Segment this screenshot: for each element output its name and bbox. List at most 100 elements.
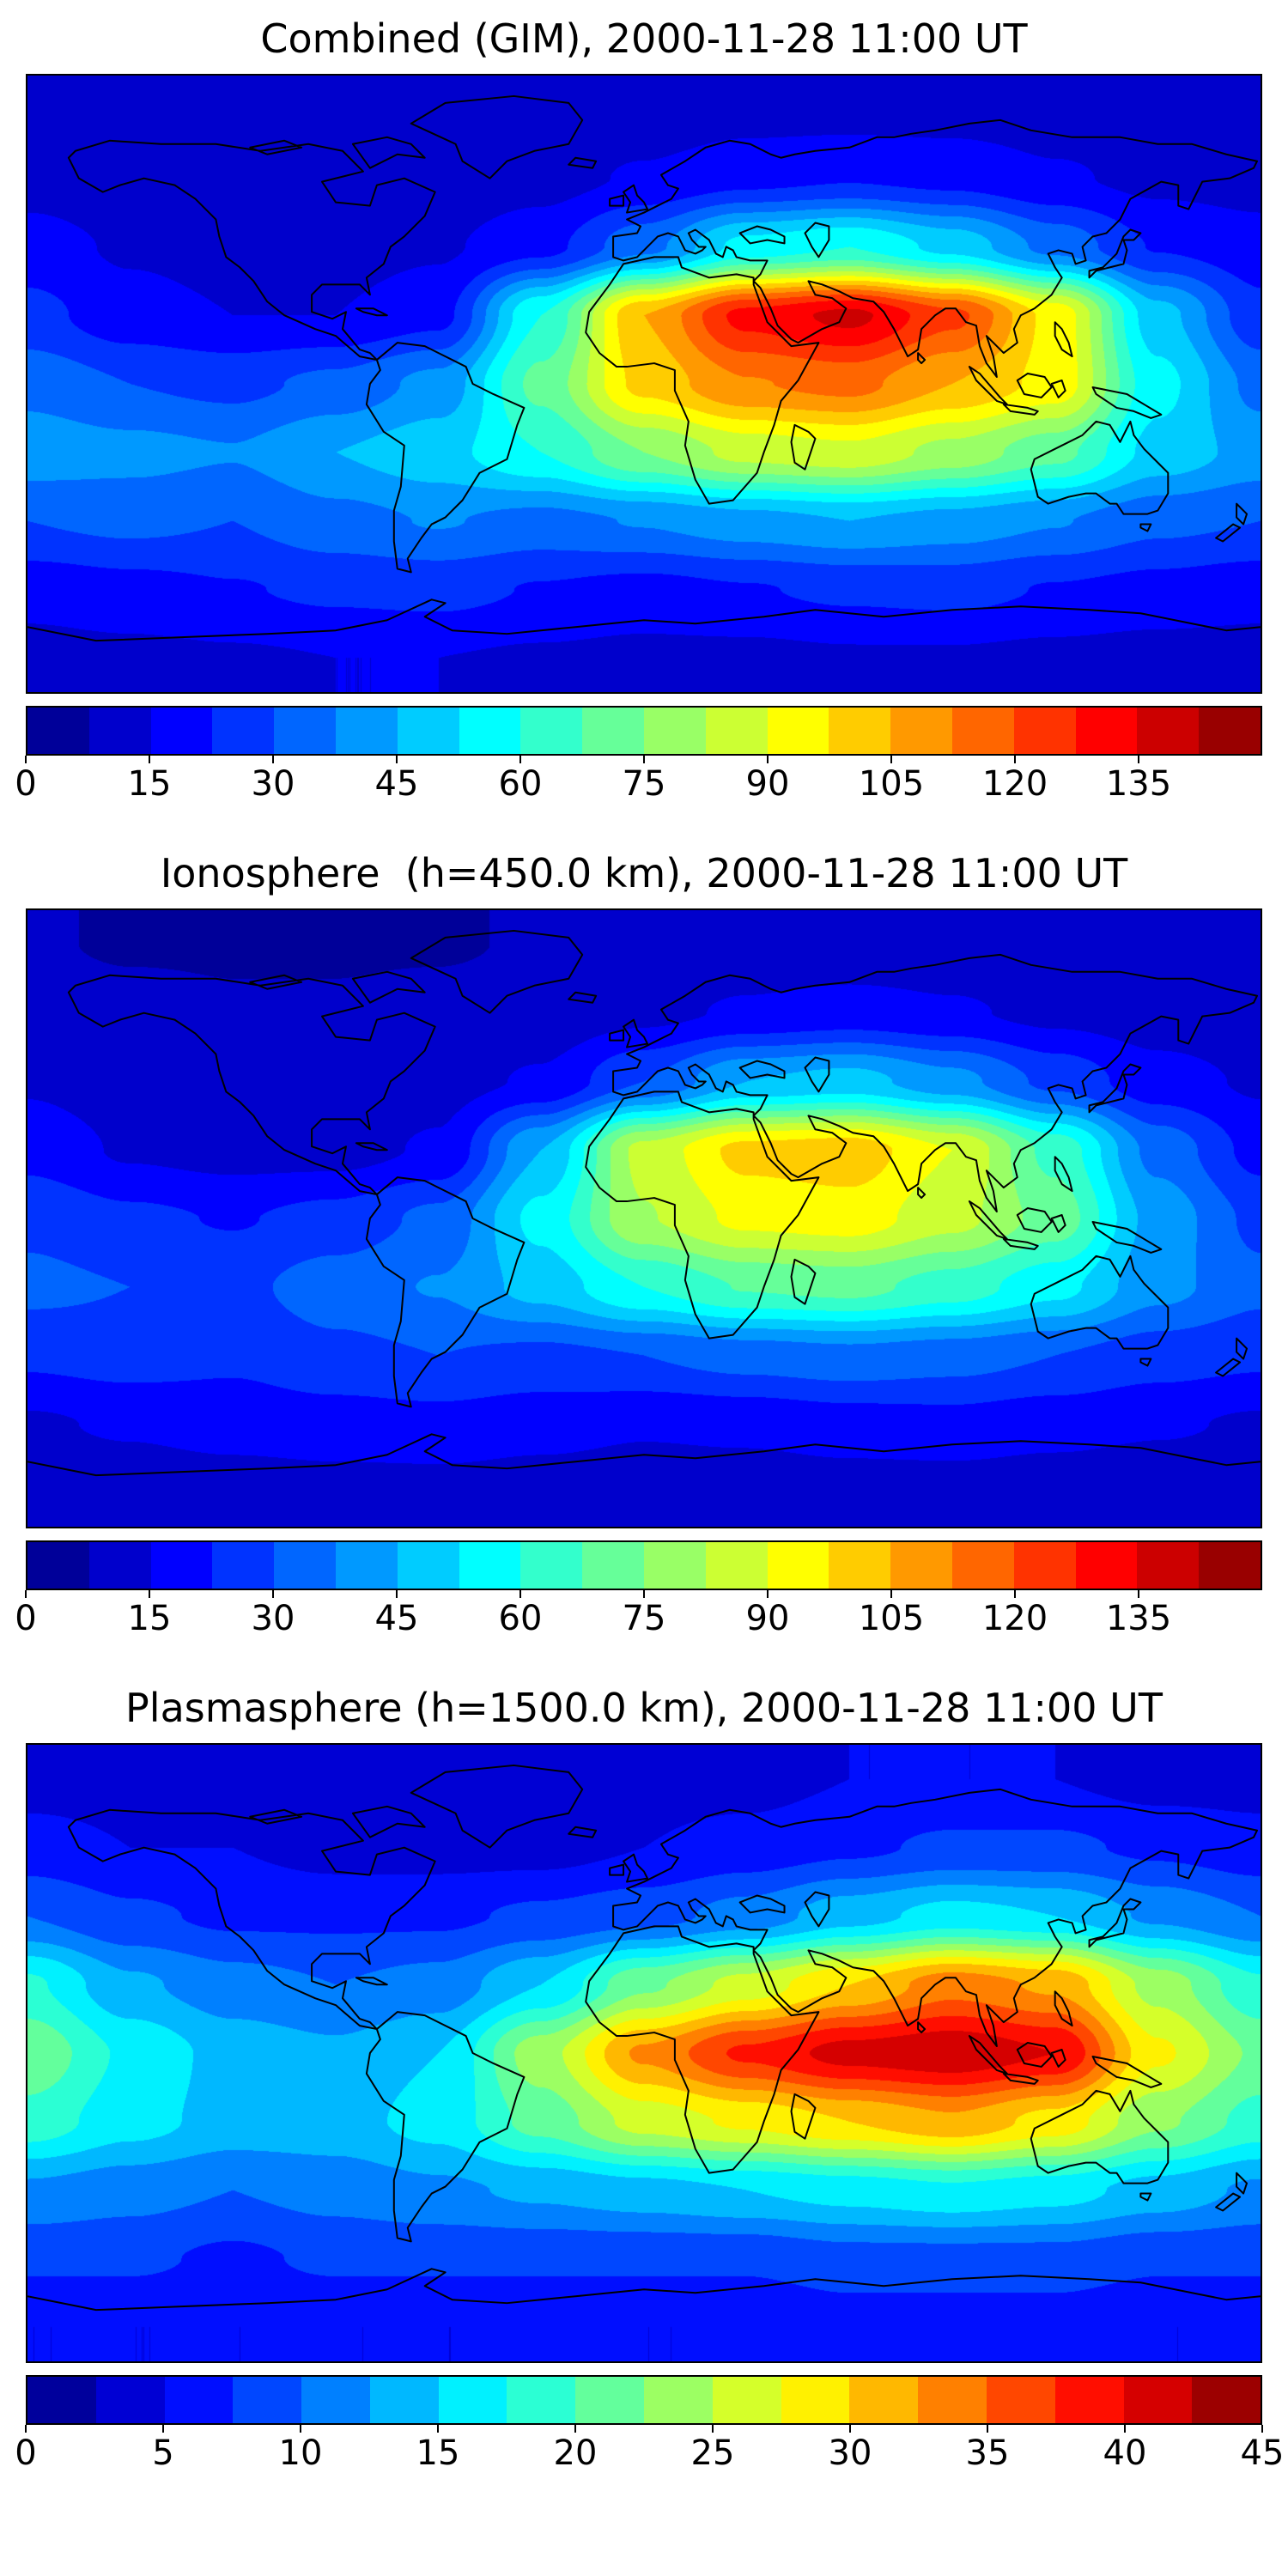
- colorbar-wrap-ionosphere: 0 15 30 45 60 75 90 105 120 135: [15, 1540, 1262, 1642]
- colorbar-segment: [95, 2377, 165, 2423]
- coastline-path: [27, 1765, 1261, 2310]
- colorbar-segment: [459, 708, 521, 754]
- colorbar-tick-label: 120: [981, 764, 1048, 804]
- map-plasmasphere: [26, 1743, 1262, 2363]
- colorbar-tick-mark: [25, 1590, 27, 1598]
- colorbar-tick-mark: [1014, 1590, 1016, 1598]
- colorbar-segment: [582, 1542, 644, 1589]
- colorbar-segment: [890, 1542, 952, 1589]
- colorbar-segment: [1075, 708, 1138, 754]
- colorbar-tick-label: 35: [965, 2433, 1010, 2473]
- colorbar-segment: [212, 1542, 275, 1589]
- colorbar-segment: [27, 1542, 89, 1589]
- colorbar-segment: [986, 2377, 1055, 2423]
- colorbar-combined: [26, 706, 1262, 756]
- map-ionosphere: [26, 908, 1262, 1528]
- colorbar-tick-label: 20: [553, 2433, 598, 2473]
- colorbar-segment: [27, 708, 89, 754]
- colorbar-tick-mark: [849, 2425, 851, 2433]
- colorbar-tick-label: 135: [1105, 1599, 1172, 1638]
- colorbar-tick-label: 90: [745, 1599, 790, 1638]
- colorbar-segment: [459, 1542, 521, 1589]
- colorbar-segment: [150, 1542, 213, 1589]
- tec-heatmap-canvas-ionosphere: [27, 910, 1261, 1527]
- colorbar-tick-label: 15: [416, 2433, 460, 2473]
- colorbar-tick-mark: [1261, 2425, 1263, 2433]
- colorbar-tick-label: 90: [745, 764, 790, 804]
- colorbar-tick-mark: [272, 1590, 274, 1598]
- colorbar-tick-mark: [1138, 1590, 1139, 1598]
- colorbar-segment: [301, 2377, 370, 2423]
- colorbar-tick-label: 45: [1240, 2433, 1285, 2473]
- colorbar-tick-mark: [987, 2425, 988, 2433]
- colorbar-segment: [335, 708, 398, 754]
- panel-combined-gim: Combined (GIM), 2000-11-28 11:00 UT 0 15 3…: [15, 15, 1262, 807]
- panel-title-plasmasphere: Plasmasphere (h=1500.0 km), 2000-11-28 1…: [125, 1685, 1163, 1731]
- colorbar-segment: [644, 2377, 713, 2423]
- colorbar-segment: [1137, 708, 1200, 754]
- colorbar-tick-mark: [519, 1590, 521, 1598]
- colorbar-segment: [1192, 2377, 1261, 2423]
- colorbar-tick-mark: [890, 1590, 892, 1598]
- colorbar-segment: [1054, 2377, 1124, 2423]
- colorbar-tick-mark: [149, 1590, 150, 1598]
- colorbar-tick-label: 105: [858, 764, 925, 804]
- colorbar-tick-mark: [643, 756, 645, 763]
- colorbar-plasmasphere: [26, 2375, 1262, 2425]
- colorbar-tick-label: 30: [251, 1599, 295, 1638]
- coastlines-overlay: [27, 910, 1261, 1527]
- panel-title-ionosphere: Ionosphere (h=450.0 km), 2000-11-28 11:0…: [160, 850, 1128, 896]
- colorbar-segment: [890, 708, 952, 754]
- colorbar-segment: [212, 708, 275, 754]
- coastlines-overlay: [27, 76, 1261, 692]
- colorbar-segment: [397, 1542, 459, 1589]
- colorbar-wrap-combined: 0 15 30 45 60 75 90 105 120 135: [15, 706, 1262, 807]
- panel-plasmasphere: Plasmasphere (h=1500.0 km), 2000-11-28 1…: [15, 1685, 1284, 2476]
- colorbar-segment: [520, 708, 583, 754]
- colorbar-tick-label: 0: [15, 1599, 37, 1638]
- tec-heatmap-canvas-plasmasphere: [27, 1745, 1261, 2361]
- colorbar-tick-mark: [299, 2425, 301, 2433]
- colorbar-segment: [767, 1542, 829, 1589]
- colorbar-segment: [233, 2377, 302, 2423]
- colorbar-tick-mark: [574, 2425, 576, 2433]
- colorbar-segment: [643, 708, 706, 754]
- colorbar-segment: [767, 708, 829, 754]
- colorbar-tick-label: 45: [374, 1599, 419, 1638]
- colorbar-labels-plasmasphere: 0 5 10 15 20 25 30 35 40 45: [15, 2425, 1284, 2476]
- colorbar-tick-label: 45: [374, 764, 419, 804]
- panel-title-combined: Combined (GIM), 2000-11-28 11:00 UT: [260, 15, 1028, 62]
- colorbar-tick-mark: [1014, 756, 1016, 763]
- figure: Combined (GIM), 2000-11-28 11:00 UT 0 15 3…: [15, 15, 1284, 2476]
- colorbar-tick-mark: [149, 756, 150, 763]
- colorbar-tick-mark: [437, 2425, 439, 2433]
- colorbar-segment: [507, 2377, 576, 2423]
- colorbar-tick-mark: [767, 1590, 769, 1598]
- colorbar-segment: [849, 2377, 919, 2423]
- colorbar-tick-label: 15: [127, 1599, 172, 1638]
- colorbar-tick-mark: [712, 2425, 714, 2433]
- colorbar-tick-label: 30: [251, 764, 295, 804]
- colorbar-segment: [951, 1542, 1014, 1589]
- colorbar-tick-mark: [161, 2425, 164, 2433]
- colorbar-tick-label: 0: [15, 764, 37, 804]
- colorbar-segment: [829, 708, 891, 754]
- colorbar-segment: [1123, 2377, 1193, 2423]
- colorbar-segment: [520, 1542, 583, 1589]
- colorbar-tick-mark: [25, 756, 27, 763]
- coastlines-overlay: [27, 1745, 1261, 2361]
- colorbar-segment: [274, 708, 336, 754]
- coastline-path: [27, 96, 1261, 641]
- colorbar-segment: [1013, 708, 1076, 754]
- colorbar-segment: [88, 1542, 151, 1589]
- colorbar-tick-mark: [643, 1590, 645, 1598]
- colorbar-segment: [829, 1542, 891, 1589]
- colorbar-labels-ionosphere: 0 15 30 45 60 75 90 105 120 135: [15, 1590, 1262, 1642]
- colorbar-tick-label: 105: [858, 1599, 925, 1638]
- colorbar-tick-label: 75: [622, 764, 666, 804]
- colorbar-segment: [712, 2377, 781, 2423]
- panel-ionosphere: Ionosphere (h=450.0 km), 2000-11-28 11:0…: [15, 850, 1262, 1642]
- colorbar-segment: [1013, 1542, 1076, 1589]
- colorbar-segment: [918, 2377, 987, 2423]
- colorbar-tick-label: 15: [127, 764, 172, 804]
